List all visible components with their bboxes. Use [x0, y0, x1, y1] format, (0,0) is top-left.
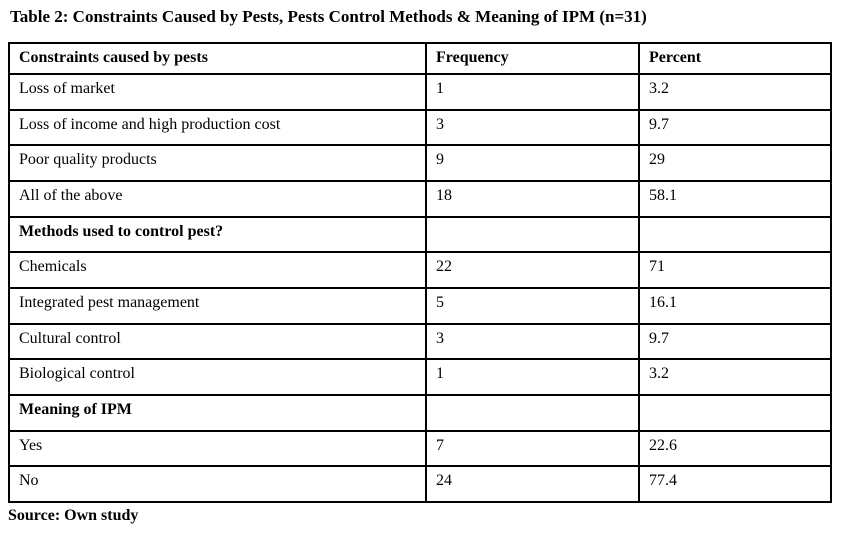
table-row: Poor quality products 9 29: [8, 144, 832, 182]
section-label-cell: Methods used to control pest?: [8, 215, 427, 254]
row-label-cell: All of the above: [8, 179, 427, 218]
frequency-cell: [425, 215, 640, 254]
table-row: All of the above 18 58.1: [8, 179, 832, 218]
column-header-constraints: Constraints caused by pests: [8, 42, 427, 75]
percent-cell: 3.2: [638, 358, 832, 396]
frequency-cell: 1: [425, 358, 640, 396]
table-row: Loss of market 1 3.2: [8, 73, 832, 111]
percent-cell: 58.1: [638, 179, 832, 218]
table-row: Yes 7 22.6: [8, 429, 832, 468]
frequency-cell: 7: [425, 429, 640, 468]
table-header-row: Constraints caused by pests Frequency Pe…: [8, 42, 832, 75]
table-section-row: Methods used to control pest?: [8, 215, 832, 254]
table-row: Biological control 1 3.2: [8, 358, 832, 396]
percent-cell: 71: [638, 251, 832, 289]
percent-cell: 22.6: [638, 429, 832, 468]
percent-cell: 29: [638, 144, 832, 182]
column-header-frequency: Frequency: [425, 42, 640, 75]
frequency-cell: [425, 393, 640, 432]
column-header-percent: Percent: [638, 42, 832, 75]
row-label-cell: Poor quality products: [8, 144, 427, 182]
row-label-cell: Loss of market: [8, 73, 427, 111]
row-label-cell: Yes: [8, 429, 427, 468]
percent-cell: 16.1: [638, 286, 832, 325]
table-row: Integrated pest management 5 16.1: [8, 286, 832, 325]
table-section-row: Meaning of IPM: [8, 393, 832, 432]
table-row: Loss of income and high production cost …: [8, 108, 832, 147]
row-label-cell: Biological control: [8, 358, 427, 396]
table-row: No 24 77.4: [8, 465, 832, 503]
row-label-cell: Cultural control: [8, 322, 427, 361]
frequency-cell: 1: [425, 73, 640, 111]
percent-cell: [638, 393, 832, 432]
frequency-cell: 3: [425, 322, 640, 361]
table-row: Cultural control 3 9.7: [8, 322, 832, 361]
percent-cell: [638, 215, 832, 254]
row-label-cell: Chemicals: [8, 251, 427, 289]
percent-cell: 9.7: [638, 108, 832, 147]
frequency-cell: 22: [425, 251, 640, 289]
frequency-cell: 5: [425, 286, 640, 325]
percent-cell: 77.4: [638, 465, 832, 503]
percent-cell: 3.2: [638, 73, 832, 111]
constraints-table: Constraints caused by pests Frequency Pe…: [8, 42, 832, 503]
row-label-cell: Loss of income and high production cost: [8, 108, 427, 147]
table-row: Chemicals 22 71: [8, 251, 832, 289]
row-label-cell: No: [8, 465, 427, 503]
frequency-cell: 18: [425, 179, 640, 218]
frequency-cell: 9: [425, 144, 640, 182]
table-title: Table 2: Constraints Caused by Pests, Pe…: [10, 7, 647, 26]
frequency-cell: 24: [425, 465, 640, 503]
section-label-cell: Meaning of IPM: [8, 393, 427, 432]
source-note: Source: Own study: [8, 507, 139, 524]
percent-cell: 9.7: [638, 322, 832, 361]
frequency-cell: 3: [425, 108, 640, 147]
row-label-cell: Integrated pest management: [8, 286, 427, 325]
